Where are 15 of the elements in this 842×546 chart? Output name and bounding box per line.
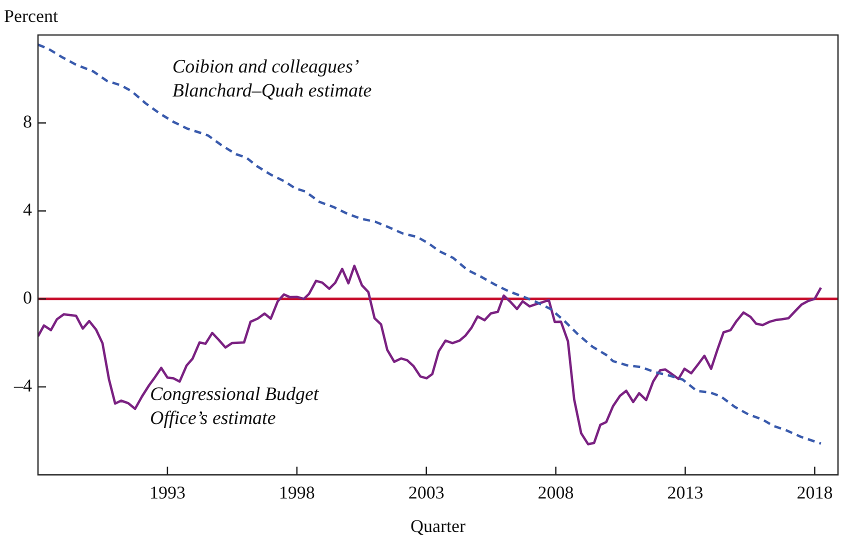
y-axis-title: Percent [4, 6, 58, 26]
x-tick-label: 2003 [408, 482, 444, 502]
series-label: Congressional Budget Office’s estimate [150, 384, 320, 430]
x-tick-label: 1993 [149, 482, 186, 502]
x-tick-label: 2018 [796, 482, 833, 502]
y-tick-label: 8 [23, 112, 32, 132]
y-tick-label: 0 [23, 288, 32, 308]
y-tick-label: 4 [23, 200, 32, 220]
x-tick-label: 1998 [278, 482, 315, 502]
line-series [38, 43, 822, 445]
x-tick-label: 2013 [667, 482, 704, 502]
y-tick-label: –4 [13, 376, 32, 396]
x-axis-title: Quarter [410, 516, 466, 536]
series-label: Coibion and colleagues’ Blanchard–Quah estimate [172, 56, 372, 102]
x-tick-label: 2008 [538, 482, 574, 502]
